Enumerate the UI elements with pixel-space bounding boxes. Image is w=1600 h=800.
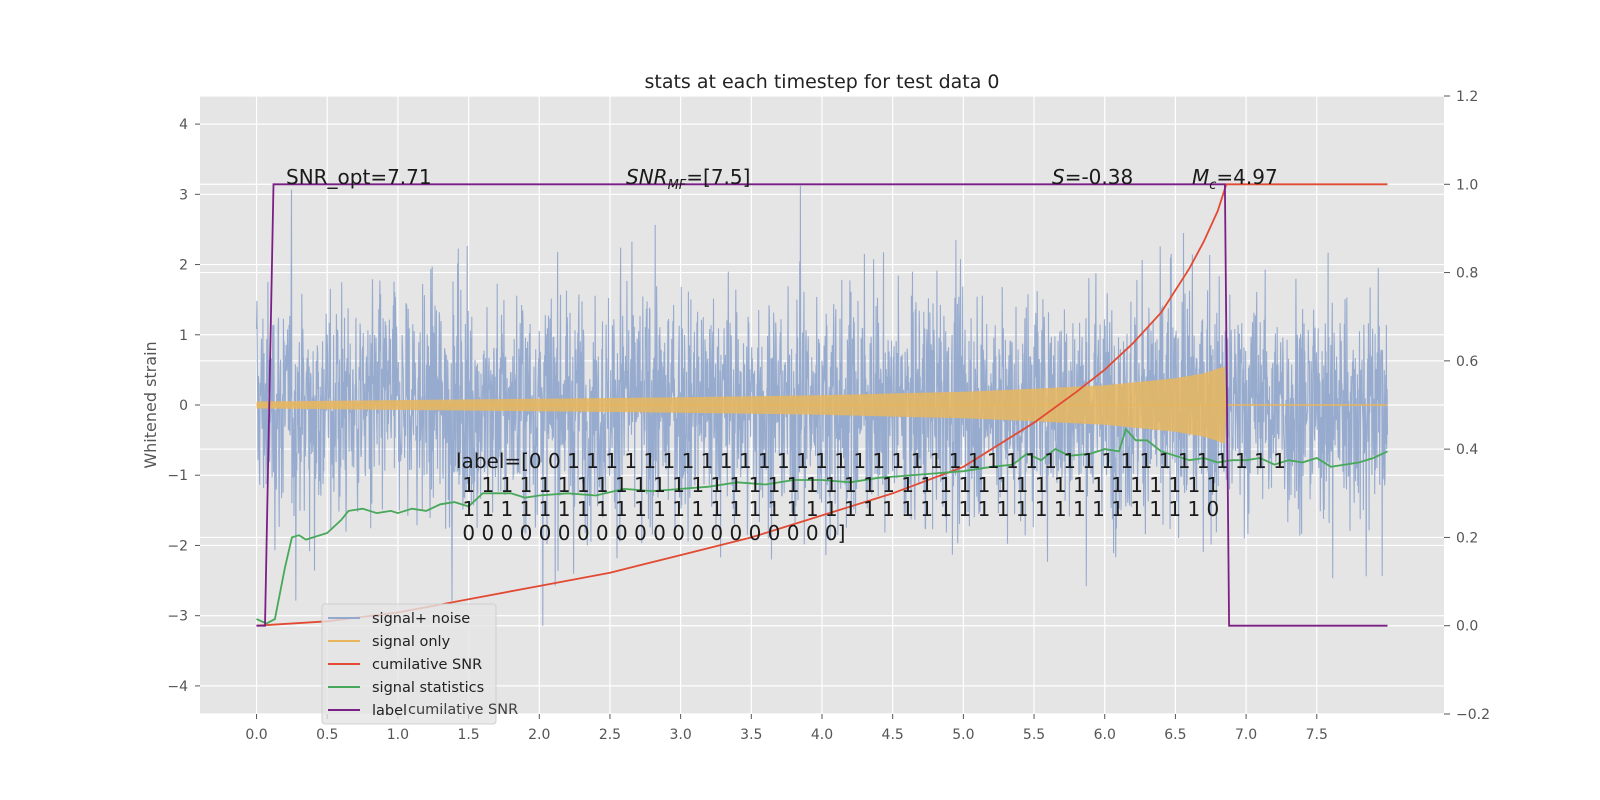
chart-title: stats at each timestep for test data 0: [644, 71, 999, 93]
x-tick-label: 1.0: [387, 727, 409, 743]
label-annotation-line-4: 0 0 0 0 0 0 0 0 0 0 0 0 0 0 0 0 0 0 0 0]: [456, 521, 845, 545]
y-axis-ticks: −4 −3 −2 −1 0 1 2 3 4: [167, 117, 200, 695]
legend-entry-signal-noise-text: signal+ noise: [372, 611, 470, 627]
y-tick-label: −1: [167, 468, 188, 484]
mc-value: =4.97: [1216, 165, 1277, 189]
x-tick-label: 0.5: [316, 727, 338, 743]
legend: cumilative SNR signal+ noise signal only c…: [321, 603, 518, 725]
right-axis-series: [256, 183, 1388, 627]
legend-entry-signal-statistics-text: signal statistics: [372, 680, 484, 696]
legend-overlap-text: cumilative SNR: [408, 702, 518, 718]
y-tick-label: 4: [179, 117, 188, 133]
y2-axis-ticks: −0.2 0.0 0.2 0.4 0.6 0.8 1.0 1.2: [1444, 89, 1490, 723]
legend-box: [321, 603, 497, 725]
cumulative-snr-line: [256, 183, 1388, 627]
s-value: =-0.38: [1065, 165, 1134, 189]
y2-tick-label: 0.6: [1456, 354, 1478, 370]
x-tick-label: 7.0: [1235, 727, 1257, 743]
snr-mf-value: =[7.5]: [686, 165, 750, 189]
x-tick-label: 4.5: [882, 727, 904, 743]
legend-entry-signal-only-text: signal only: [372, 634, 451, 650]
y2-tick-label: 0.8: [1456, 266, 1478, 282]
y2-tick-label: 0.4: [1456, 442, 1478, 458]
label-annotation-line-3: 1 1 1 1 1 1 1 1 1 1 1 1 1 1 1 1 1 1 1 1 …: [456, 497, 1219, 521]
x-tick-label: 0.0: [245, 727, 267, 743]
y-tick-label: −3: [167, 609, 188, 625]
snr-mf-subscript: MF: [668, 178, 687, 193]
x-tick-label: 5.0: [952, 727, 974, 743]
snr-mf-annotation: SNRMF=[7.5]: [626, 165, 750, 193]
y2-tick-label: 1.2: [1456, 89, 1478, 105]
x-tick-label: 7.5: [1306, 727, 1328, 743]
legend-entry-label-text: label: [372, 703, 407, 719]
label-line: [256, 183, 1388, 627]
y-tick-label: 2: [179, 258, 188, 274]
x-tick-label: 6.0: [1094, 727, 1116, 743]
y-tick-label: −2: [167, 538, 188, 554]
y-tick-label: 0: [179, 398, 188, 414]
legend-entries: signal+ noise signal only cumilative SNR si…: [328, 611, 484, 719]
mc-subscript: c: [1209, 178, 1216, 193]
x-tick-label: 5.5: [1023, 727, 1045, 743]
snr-mf-symbol: SNR: [626, 165, 668, 189]
y-tick-label: 1: [179, 328, 188, 344]
mc-symbol: M: [1192, 165, 1209, 189]
y2-tick-label: 1.0: [1456, 177, 1478, 193]
y2-tick-label: 0.0: [1456, 619, 1478, 635]
y-tick-label: 3: [179, 187, 188, 203]
snr-opt-annotation: SNR_opt=7.71: [286, 165, 432, 189]
x-axis-ticks: 0.0 0.5 1.0 1.5 2.0 2.5 3.0 3.5 4.0 4.5 5.0 5.5 6.0 6…: [245, 714, 1328, 743]
s-annotation: S=-0.38: [1052, 165, 1133, 189]
x-tick-label: 6.5: [1164, 727, 1186, 743]
x-tick-label: 1.5: [457, 727, 479, 743]
x-tick-label: 2.5: [599, 727, 621, 743]
label-annotation-line-2: 1 1 1 1 1 1 1 1 1 1 1 1 1 1 1 1 1 1 1 1 …: [456, 473, 1219, 497]
y-tick-label: −4: [167, 679, 188, 695]
x-tick-label: 3.5: [740, 727, 762, 743]
x-tick-label: 2.0: [528, 727, 550, 743]
x-tick-label: 3.0: [670, 727, 692, 743]
y-axis-label: Whitened strain: [141, 341, 160, 468]
y2-tick-label: 0.2: [1456, 530, 1478, 546]
legend-entry-cumulative-snr-text: cumilative SNR: [372, 657, 482, 673]
signal-only-series: [256, 366, 1388, 444]
mc-annotation: Mc=4.97: [1192, 165, 1278, 193]
s-symbol: S: [1052, 165, 1065, 189]
y2-tick-label: −0.2: [1456, 707, 1490, 723]
x-tick-label: 4.0: [811, 727, 833, 743]
label-annotation-line-1: label=[0 0 1 1 1 1 1 1 1 1 1 1 1 1 1 1 1…: [456, 449, 1286, 473]
